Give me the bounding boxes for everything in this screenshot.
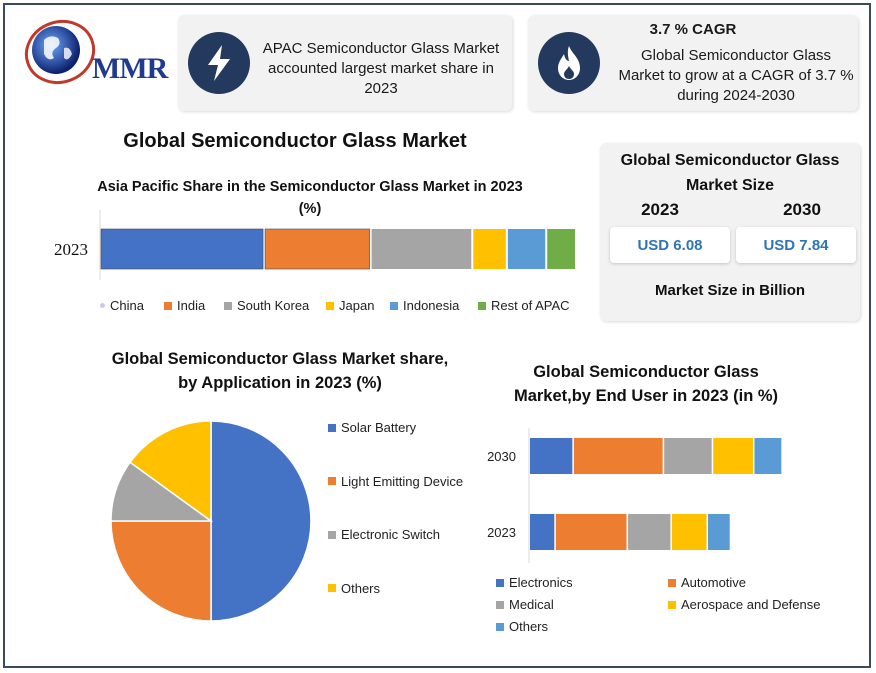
- apac-share-chart: 2023: [54, 210, 575, 280]
- highlight-card-apac: APAC Semiconductor Glass Market accounte…: [178, 15, 512, 111]
- apac-legend-label: China: [110, 298, 144, 313]
- apac-legend-label: Indonesia: [403, 298, 460, 313]
- application-pie-chart: [110, 420, 312, 622]
- application-chart-legend: Solar Battery Light Emitting Device Electr…: [328, 420, 478, 610]
- enduser-legend-swatch: [496, 578, 504, 587]
- apac-legend-swatch: [224, 301, 232, 310]
- enduser-chart-title: Global Semiconductor Glass Market,by End…: [513, 363, 779, 405]
- market-size-year-2030: 2030: [783, 200, 821, 219]
- apac-legend-item-china: China: [100, 298, 144, 313]
- enduser-bar-2030-electronics: [530, 438, 573, 474]
- enduser-legend-swatch: [496, 622, 504, 631]
- enduser-legend-swatch: [496, 600, 504, 609]
- apac-bar-rest-of-apac: [507, 229, 546, 269]
- market-size-card: Global Semiconductor Glass Market Size 2…: [600, 143, 860, 321]
- cagr-heading: 3.7 % CAGR: [649, 21, 737, 38]
- page-frame: [3, 3, 871, 668]
- apac-legend-item-japan: Japan: [326, 298, 374, 313]
- pie-legend-label: Electronic Switch: [341, 527, 440, 542]
- enduser-bar-2030-aerospace-and-defense: [713, 438, 753, 474]
- apac-legend-swatch: [326, 301, 334, 310]
- enduser-legend-label: Others: [509, 619, 549, 634]
- enduser-bar-2030-medical: [664, 438, 712, 474]
- market-size-value-2030: USD 7.84: [736, 227, 856, 263]
- market-size-value-2023: USD 6.08: [610, 227, 730, 263]
- apac-legend-swatch: [164, 301, 172, 310]
- apac-bar-segment-6: [547, 229, 575, 269]
- apac-legend-swatch: [478, 301, 486, 310]
- apac-bar-japan: [371, 229, 472, 269]
- pie-legend-label: Solar Battery: [341, 420, 417, 435]
- apac-legend-label: Rest of APAC: [491, 298, 570, 313]
- enduser-legend-label: Electronics: [509, 575, 573, 590]
- enduser-legend-label: Medical: [509, 597, 554, 612]
- enduser-legend-item-electronics: Electronics: [496, 575, 573, 590]
- apac-bar-south-korea: [264, 228, 370, 270]
- enduser-tick-label-2030: 2030: [487, 449, 516, 464]
- enduser-bar-2030-automotive: [573, 438, 663, 474]
- enduser-legend-swatch: [668, 600, 676, 609]
- pie-legend-item-others: Others: [328, 581, 380, 596]
- enduser-legend-swatch: [668, 578, 676, 587]
- apac-legend-item-india: India: [164, 298, 205, 313]
- enduser-legend-item-others: Others: [496, 619, 548, 634]
- apac-chart-title: Asia Pacific Share in the Semiconductor …: [97, 179, 523, 217]
- enduser-legend-label: Aerospace and Defense: [681, 597, 821, 612]
- enduser-tick-label-2023: 2023: [487, 525, 516, 540]
- apac-bar-india: [100, 228, 264, 270]
- apac-legend-swatch: [100, 303, 105, 308]
- lightning-icon: [188, 32, 250, 94]
- pie-legend-swatch: [328, 423, 336, 432]
- pie-legend-swatch: [328, 530, 336, 539]
- apac-legend-item-rest-of-apac: Rest of APAC: [478, 298, 570, 313]
- globe-icon: [24, 20, 96, 84]
- pie-legend-swatch: [328, 477, 336, 485]
- enduser-bar-2023-electronics: [530, 514, 555, 550]
- enduser-bar-2030-others: [754, 438, 782, 474]
- highlight-card-cagr: 3.7 % CAGR Global Semiconductor Glass Ma…: [528, 15, 858, 111]
- application-chart-title: Global Semiconductor Glass Market share,…: [111, 350, 449, 392]
- apac-tick-label: 2023: [54, 240, 88, 259]
- pie-legend-label: Others: [341, 580, 381, 596]
- highlight-text-apac: APAC Semiconductor Glass Market accounte…: [262, 40, 500, 97]
- apac-chart-legend: China India South Korea Japan Indonesia Rest …: [100, 298, 590, 316]
- apac-bar-indonesia: [473, 229, 506, 269]
- pie-legend-swatch: [328, 584, 336, 592]
- enduser-chart-legend: Electronics Automotive Medical Aerospace an…: [496, 575, 846, 641]
- pie-legend-item-solar-battery: Solar Battery: [328, 420, 416, 435]
- market-size-note: Market Size in Billion: [654, 282, 806, 299]
- pie-slice-light-emitting-device: [110, 520, 212, 622]
- market-size-title: Global Semiconductor Glass Market Size: [620, 152, 840, 194]
- pie-slice-others: [129, 420, 212, 523]
- enduser-bar-2023-automotive: [555, 514, 627, 550]
- enduser-legend-item-automotive: Automotive: [668, 575, 746, 590]
- enduser-bar-2023-others: [708, 514, 730, 550]
- mmr-logo: MMR: [20, 18, 185, 88]
- highlight-text-cagr: Global Semiconductor Glass Market to gro…: [618, 47, 854, 104]
- apac-legend-label: Japan: [339, 298, 375, 313]
- flame-icon: [538, 32, 600, 94]
- pie-legend-label: Light Emitting Device: [341, 473, 464, 489]
- main-title: Global Semiconductor Glass Market: [123, 130, 467, 152]
- enduser-bar-2023-aerospace-and-defense: [671, 514, 707, 550]
- enduser-bar-2023-medical: [628, 514, 671, 550]
- apac-legend-item-south-korea: South Korea: [224, 298, 309, 313]
- apac-legend-label: South Korea: [237, 298, 310, 313]
- apac-legend-swatch: [390, 301, 398, 310]
- pie-slice-solar-battery: [210, 420, 312, 622]
- market-size-year-2023: 2023: [641, 200, 679, 219]
- apac-legend-item-indonesia: Indonesia: [390, 298, 459, 313]
- pie-legend-item-electronic-switch: Electronic Switch: [328, 527, 440, 542]
- enduser-legend-item-medical: Medical: [496, 597, 554, 612]
- pie-legend-item-light-emitting-device: Light Emitting Device: [328, 474, 463, 489]
- enduser-legend-item-aerospace-and-defense: Aerospace and Defense: [668, 597, 820, 612]
- enduser-chart: 2030 2023: [487, 428, 782, 563]
- logo-text: MMR: [92, 52, 168, 85]
- enduser-legend-label: Automotive: [681, 575, 747, 590]
- apac-legend-label: India: [177, 298, 206, 313]
